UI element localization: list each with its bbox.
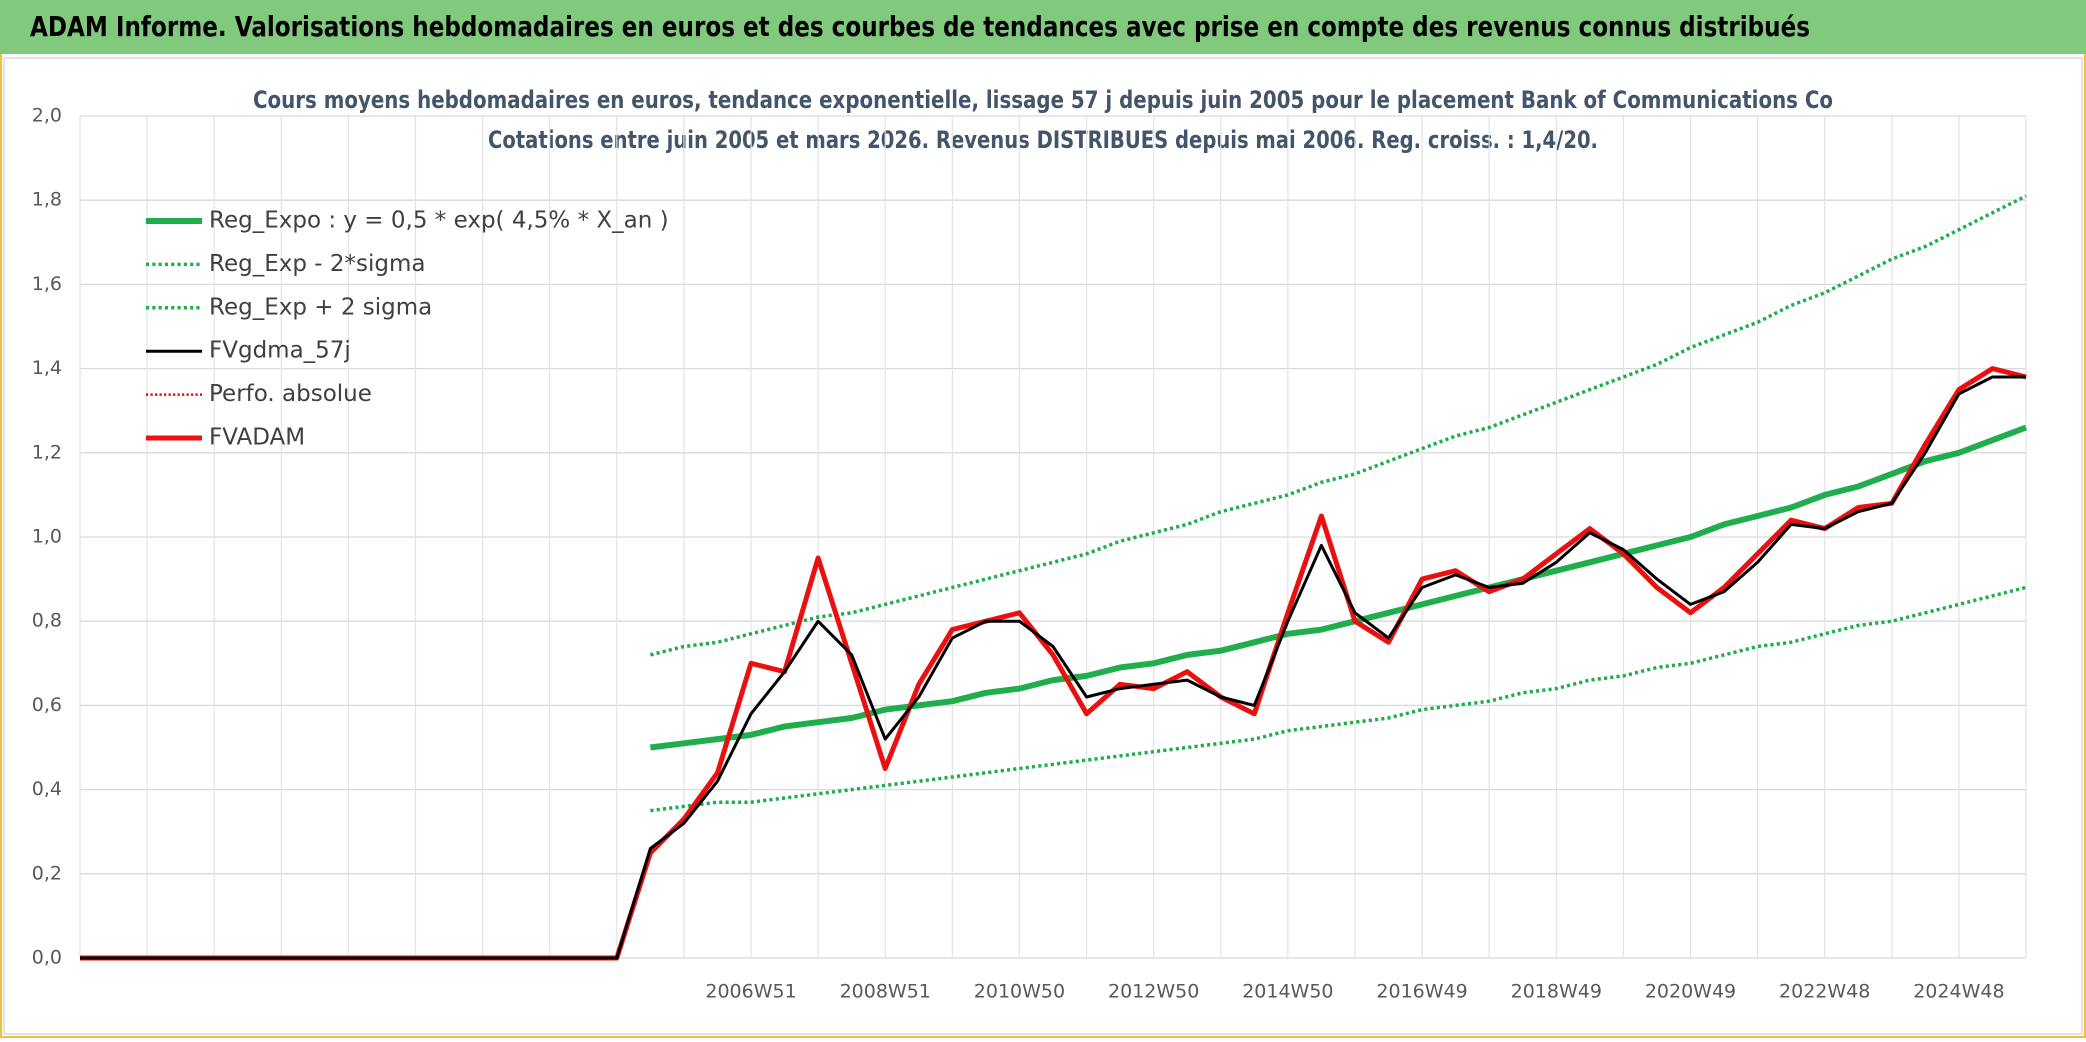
y-tick-label: 0,0 <box>32 947 62 969</box>
y-tick-label: 1,0 <box>32 526 62 548</box>
x-tick-label: 2008W51 <box>840 981 931 1003</box>
legend-label: FVADAM <box>209 425 305 451</box>
x-tick-label: 2006W51 <box>705 981 796 1003</box>
y-tick-label: 1,6 <box>32 273 62 295</box>
legend-label: FVgdma_57j <box>209 338 351 364</box>
y-tick-label: 0,8 <box>32 610 62 632</box>
x-tick-label: 2020W49 <box>1645 981 1736 1003</box>
legend-label: Reg_Exp + 2 sigma <box>209 294 432 320</box>
x-tick-label: 2018W49 <box>1511 981 1602 1003</box>
x-tick-label: 2022W48 <box>1779 981 1870 1003</box>
x-tick-label: 2016W49 <box>1376 981 1467 1003</box>
header-bar <box>0 0 2086 54</box>
series-line <box>649 194 2027 657</box>
legend: Reg_Expo : y = 0,5 * exp( 4,5% * X_an ) R… <box>146 208 669 451</box>
header-title: ADAM Informe. Valorisations hebdomadaire… <box>30 10 1810 43</box>
y-tick-label: 1,4 <box>32 357 62 379</box>
y-tick-label: 0,6 <box>32 694 62 716</box>
grid: 0,0 0,2 0,4 0,6 0,8 1,0 1,2 1,4 1,6 1,8 2,0 2006W51… <box>32 105 2027 1003</box>
x-tick-label: 2012W50 <box>1108 981 1199 1003</box>
chart-subtitle: Cotations entre juin 2005 et mars 2026. … <box>488 126 1598 154</box>
series-line <box>80 375 2026 960</box>
series-line <box>650 424 2028 751</box>
legend-label: Reg_Expo : y = 0,5 * exp( 4,5% * X_an ) <box>209 208 669 234</box>
y-tick-label: 1,8 <box>32 189 62 211</box>
x-tick-label: 2024W48 <box>1913 981 2004 1003</box>
y-tick-label: 0,2 <box>32 862 62 884</box>
plot <box>80 194 2028 961</box>
x-tick-label: 2014W50 <box>1242 981 1333 1003</box>
x-tick-label: 2010W50 <box>974 981 1065 1003</box>
legend-label: Perfo. absolue <box>209 381 372 407</box>
chart-title: Cours moyens hebdomadaires en euros, ten… <box>253 86 1833 114</box>
y-tick-label: 2,0 <box>32 105 62 127</box>
y-tick-label: 0,4 <box>32 778 62 800</box>
legend-label: Reg_Exp - 2*sigma <box>209 251 425 277</box>
series-line <box>650 585 2027 813</box>
y-tick-label: 1,2 <box>32 441 62 463</box>
chart-border <box>3 57 2083 1035</box>
